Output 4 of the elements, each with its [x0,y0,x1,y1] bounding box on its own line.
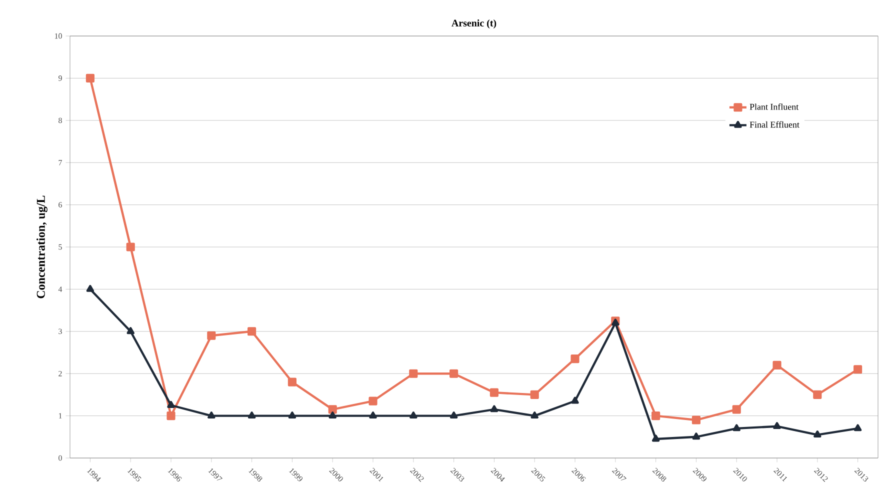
chart-title: Arsenic (t) [452,19,496,28]
y-axis-title: Concentration, ug/L [36,196,48,298]
legend-label: Plant Influent [750,103,799,110]
legend-label: Final Effluent [750,121,800,128]
